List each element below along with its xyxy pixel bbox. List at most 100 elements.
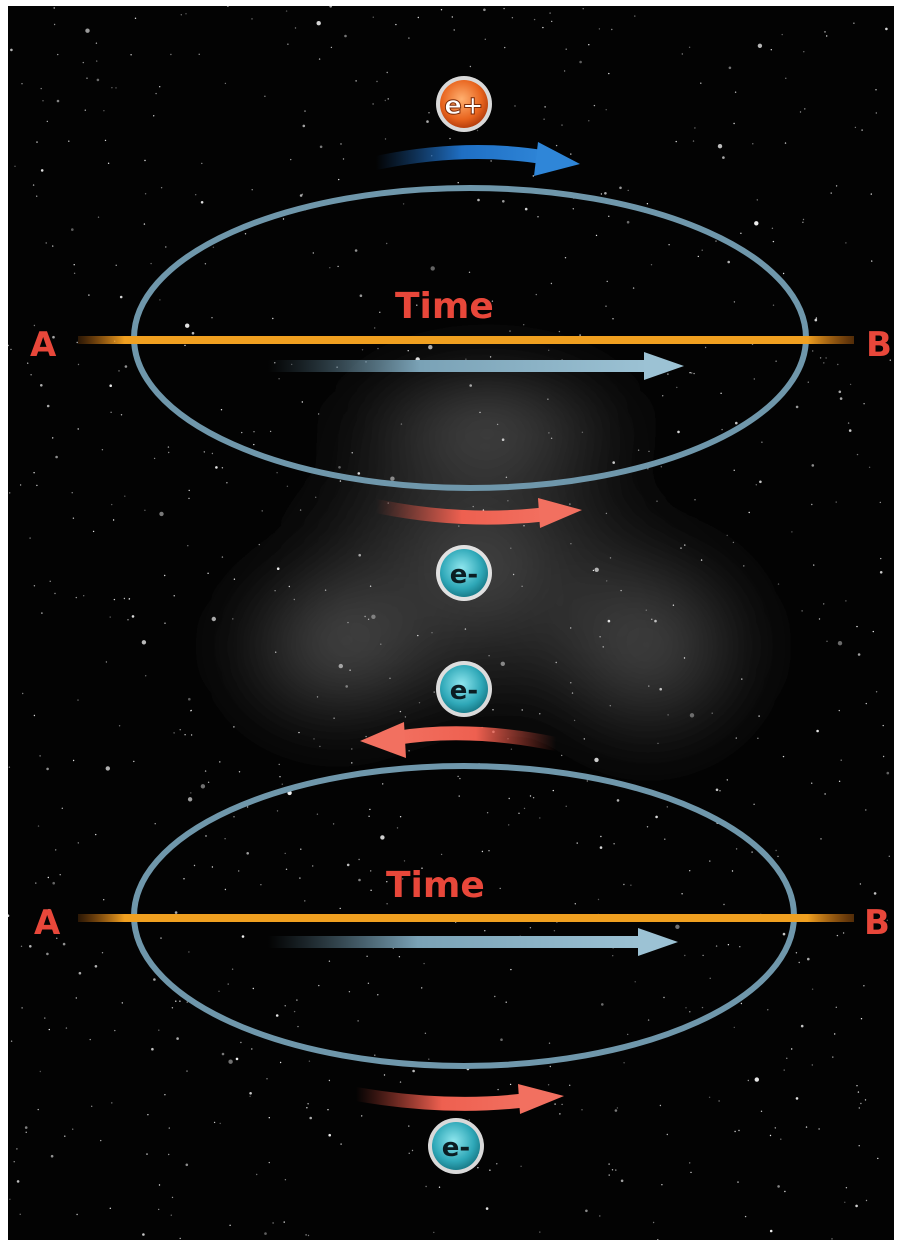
star — [548, 1042, 551, 1044]
star — [213, 1121, 216, 1124]
star — [440, 853, 443, 856]
electron-label-middle: e- — [450, 676, 478, 706]
electron-particle-bottom: e- — [428, 1118, 484, 1174]
star — [173, 732, 175, 734]
star — [755, 484, 757, 486]
star — [357, 1020, 359, 1022]
star — [307, 1103, 309, 1105]
star — [477, 1167, 479, 1169]
positron-particle-top: e+ — [436, 76, 492, 132]
star — [469, 384, 473, 387]
star — [399, 710, 402, 713]
star — [496, 423, 499, 426]
star — [285, 868, 288, 870]
star — [179, 1237, 181, 1240]
star — [694, 127, 696, 129]
star — [351, 452, 353, 454]
star — [404, 716, 407, 718]
star — [659, 1104, 662, 1107]
star — [648, 685, 650, 687]
star — [747, 1079, 749, 1082]
star — [115, 264, 117, 266]
star — [361, 349, 364, 351]
star — [179, 729, 181, 731]
star — [35, 882, 37, 884]
star — [233, 578, 236, 580]
star — [438, 1186, 441, 1188]
star — [133, 760, 135, 763]
star — [646, 826, 649, 828]
star — [856, 453, 859, 456]
star — [870, 193, 872, 195]
star — [407, 350, 409, 352]
top-blue-arrow — [369, 142, 580, 176]
star — [318, 58, 321, 60]
star — [594, 567, 599, 572]
star — [512, 573, 515, 576]
star — [611, 28, 613, 31]
star — [879, 501, 881, 504]
star — [847, 422, 850, 424]
star — [499, 887, 501, 890]
star — [185, 323, 190, 328]
star — [27, 362, 29, 364]
star — [408, 750, 410, 752]
star — [368, 815, 370, 817]
top-time-line — [78, 336, 854, 344]
star — [33, 585, 36, 587]
star — [758, 715, 760, 717]
star — [496, 1163, 498, 1165]
star — [552, 789, 554, 792]
star — [702, 954, 704, 957]
star — [869, 917, 871, 920]
star — [504, 46, 506, 49]
bottom-red-arrow-reverse — [360, 722, 563, 758]
star — [55, 849, 57, 851]
star — [608, 215, 610, 217]
star — [563, 70, 566, 72]
star — [775, 360, 777, 362]
star — [501, 438, 505, 442]
star — [83, 595, 85, 597]
star — [339, 480, 342, 482]
star — [520, 1165, 522, 1168]
star — [735, 737, 737, 739]
star — [494, 995, 496, 998]
star — [337, 265, 339, 268]
star — [91, 1105, 93, 1108]
star — [777, 583, 780, 585]
star — [722, 156, 725, 159]
star — [114, 1029, 116, 1032]
star — [831, 1238, 833, 1240]
star — [328, 1079, 331, 1082]
star — [65, 1027, 68, 1029]
star — [612, 461, 615, 464]
star — [711, 712, 713, 714]
star — [170, 1214, 172, 1216]
star — [36, 141, 38, 143]
star — [865, 1199, 868, 1202]
star — [786, 1057, 788, 1060]
star — [632, 287, 635, 289]
star — [489, 356, 492, 358]
star — [379, 311, 381, 313]
star — [574, 903, 576, 905]
star — [733, 122, 735, 125]
star — [511, 17, 514, 19]
star — [269, 430, 272, 433]
star-field — [8, 6, 891, 1240]
star — [260, 884, 262, 886]
star — [652, 1221, 655, 1224]
star — [599, 1215, 601, 1217]
star — [782, 272, 785, 275]
star — [229, 1224, 231, 1227]
star — [571, 692, 574, 694]
star — [184, 734, 186, 736]
star — [339, 907, 341, 910]
star — [348, 991, 351, 993]
star — [529, 927, 532, 929]
star — [211, 616, 216, 622]
star — [597, 898, 600, 901]
star — [224, 838, 226, 840]
star — [523, 525, 525, 527]
